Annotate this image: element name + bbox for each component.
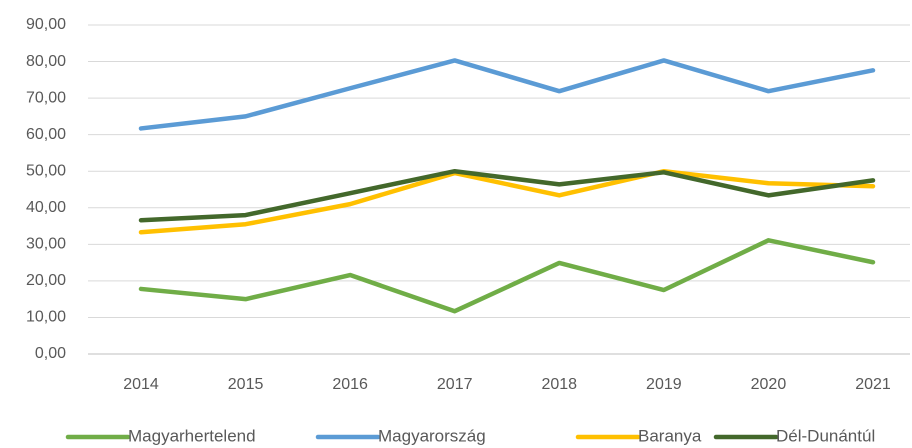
legend-label: Baranya — [638, 426, 702, 445]
y-tick-label: 50,00 — [26, 162, 66, 179]
x-tick-label: 2015 — [228, 376, 264, 393]
series-line — [138, 238, 876, 314]
x-tick-label: 2014 — [123, 376, 159, 393]
y-tick-label: 90,00 — [26, 16, 66, 33]
y-tick-label: 40,00 — [26, 199, 66, 216]
y-tick-label: 80,00 — [26, 53, 66, 70]
x-tick-label: 2020 — [751, 376, 787, 393]
legend-label: Dél-Dunántúl — [776, 426, 875, 445]
series-line — [138, 168, 876, 235]
y-tick-label: 20,00 — [26, 272, 66, 289]
y-tick-label: 70,00 — [26, 89, 66, 106]
y-tick-label: 10,00 — [26, 309, 66, 326]
x-tick-label: 2019 — [646, 376, 682, 393]
series-line — [138, 168, 876, 223]
legend-label: Magyarország — [378, 426, 486, 445]
y-tick-label: 0,00 — [35, 345, 66, 362]
x-tick-label: 2021 — [855, 376, 891, 393]
x-tick-label: 2018 — [541, 376, 577, 393]
y-tick-label: 30,00 — [26, 236, 66, 253]
x-tick-label: 2017 — [437, 376, 473, 393]
series-line — [138, 58, 876, 131]
y-tick-label: 60,00 — [26, 126, 66, 143]
legend-label: Magyarhertelend — [128, 426, 256, 445]
x-tick-label: 2016 — [332, 376, 368, 393]
